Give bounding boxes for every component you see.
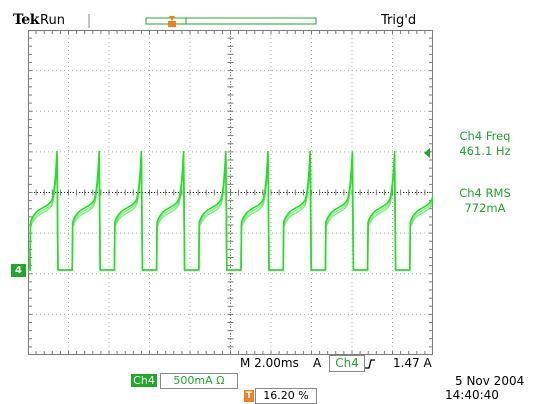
rms-readout-value: 772mA: [464, 201, 506, 215]
trigger-position-readout: 16.20 %: [255, 388, 317, 404]
date-readout: 5 Nov 2004: [455, 374, 525, 388]
channel-4-ground-marker[interactable]: 4: [11, 264, 26, 277]
run-state-label: Run: [40, 13, 65, 28]
timebase-readout: M 2.00ms: [240, 356, 299, 370]
ch4-trace: [28, 155, 433, 271]
waveform-display: [28, 30, 433, 355]
trigger-level-arrow-icon: [424, 148, 430, 158]
trigger-level-readout: 1.47 A: [393, 356, 432, 370]
channel-scale-box: 500mA Ω: [160, 373, 238, 389]
channel-badge[interactable]: Ch4: [131, 374, 157, 387]
ohm-icon: Ω: [216, 374, 225, 387]
trigger-channel: Ch4: [329, 355, 365, 372]
record-position-bar: [88, 14, 317, 28]
freq-readout-value: 461.1 Hz: [459, 144, 511, 158]
trigger-coupling: A: [313, 356, 322, 370]
freq-readout-label: Ch4 Freq: [459, 129, 511, 143]
trigger-pos-marker-icon: [169, 16, 175, 21]
brand-logo: Tek: [13, 12, 39, 28]
rising-edge-icon: [365, 359, 375, 369]
trigger-position-icon: T: [244, 390, 254, 402]
time-readout: 14:40:40: [445, 388, 499, 402]
channel-scale-value: 500mA: [173, 374, 213, 387]
trigger-status-label: Trig'd: [381, 13, 417, 28]
rms-readout-label: Ch4 RMS: [459, 186, 511, 200]
